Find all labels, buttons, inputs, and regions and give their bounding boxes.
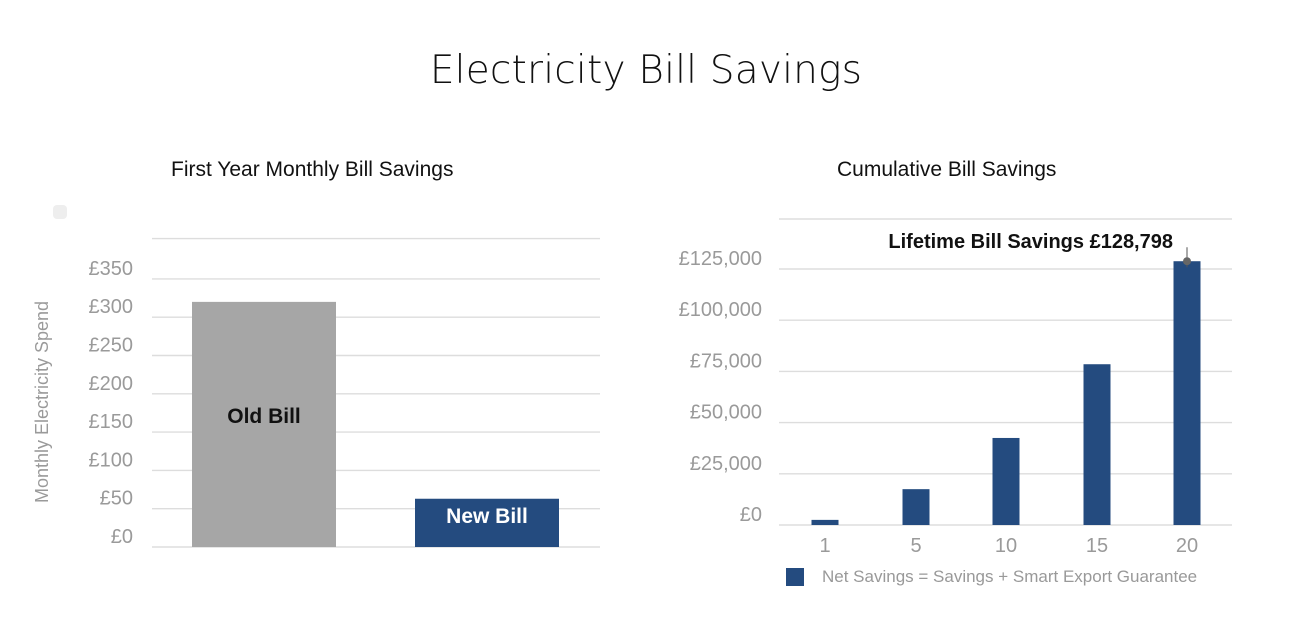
y-tick-label: £50,000 xyxy=(690,402,762,424)
legend[interactable]: Net Savings = Savings + Smart Export Gua… xyxy=(786,567,1197,587)
bar-label: Old Bill xyxy=(227,405,301,428)
annotation-label: Lifetime Bill Savings £128,798 xyxy=(888,231,1173,253)
y-axis-label: Monthly Electricity Spend xyxy=(32,301,52,503)
chart-title-cumulative: Cumulative Bill Savings xyxy=(837,158,1057,181)
x-tick-label: 1 xyxy=(819,535,830,557)
drag-handle[interactable] xyxy=(53,205,67,219)
bar-label: New Bill xyxy=(446,505,528,528)
bar xyxy=(1173,261,1201,525)
y-tick-label: £150 xyxy=(89,411,134,433)
x-tick-label: 10 xyxy=(995,535,1017,557)
y-tick-label: £250 xyxy=(89,335,134,357)
y-tick-label: £50 xyxy=(100,488,133,510)
legend-label: Net Savings = Savings + Smart Export Gua… xyxy=(822,567,1198,586)
page-title: Electricity Bill Savings xyxy=(429,48,863,93)
y-tick-label: £75,000 xyxy=(690,350,762,372)
y-tick-label: £0 xyxy=(740,504,762,526)
x-tick-label: 20 xyxy=(1176,535,1198,557)
y-tick-label: £25,000 xyxy=(690,453,762,475)
y-tick-label: £125,000 xyxy=(679,248,762,270)
cumulative-savings-chart: £0 £25,000 £50,000 £75,000 £100,000 £125,000 1… xyxy=(679,218,1232,557)
annotation-marker xyxy=(1183,257,1191,266)
bar xyxy=(1083,364,1111,525)
y-tick-label: £100 xyxy=(89,449,134,471)
bar xyxy=(992,437,1020,525)
y-tick-label: £0 xyxy=(111,526,133,548)
bar xyxy=(192,301,336,547)
bar xyxy=(415,498,559,547)
bar xyxy=(902,489,930,525)
x-tick-label: 15 xyxy=(1086,535,1108,557)
y-tick-label: £100,000 xyxy=(679,299,762,321)
y-tick-label: £200 xyxy=(89,373,134,395)
y-tick-label: £300 xyxy=(89,296,134,318)
legend-swatch xyxy=(786,568,804,586)
chart-title-monthly: First Year Monthly Bill Savings xyxy=(171,158,454,181)
x-tick-label: 5 xyxy=(910,535,921,557)
monthly-bill-chart: £0 £50 £100 £150 £200 £250 £300 £350 Monthly Ele… xyxy=(32,237,600,548)
bar xyxy=(811,519,839,525)
y-tick-label: £350 xyxy=(89,258,134,280)
